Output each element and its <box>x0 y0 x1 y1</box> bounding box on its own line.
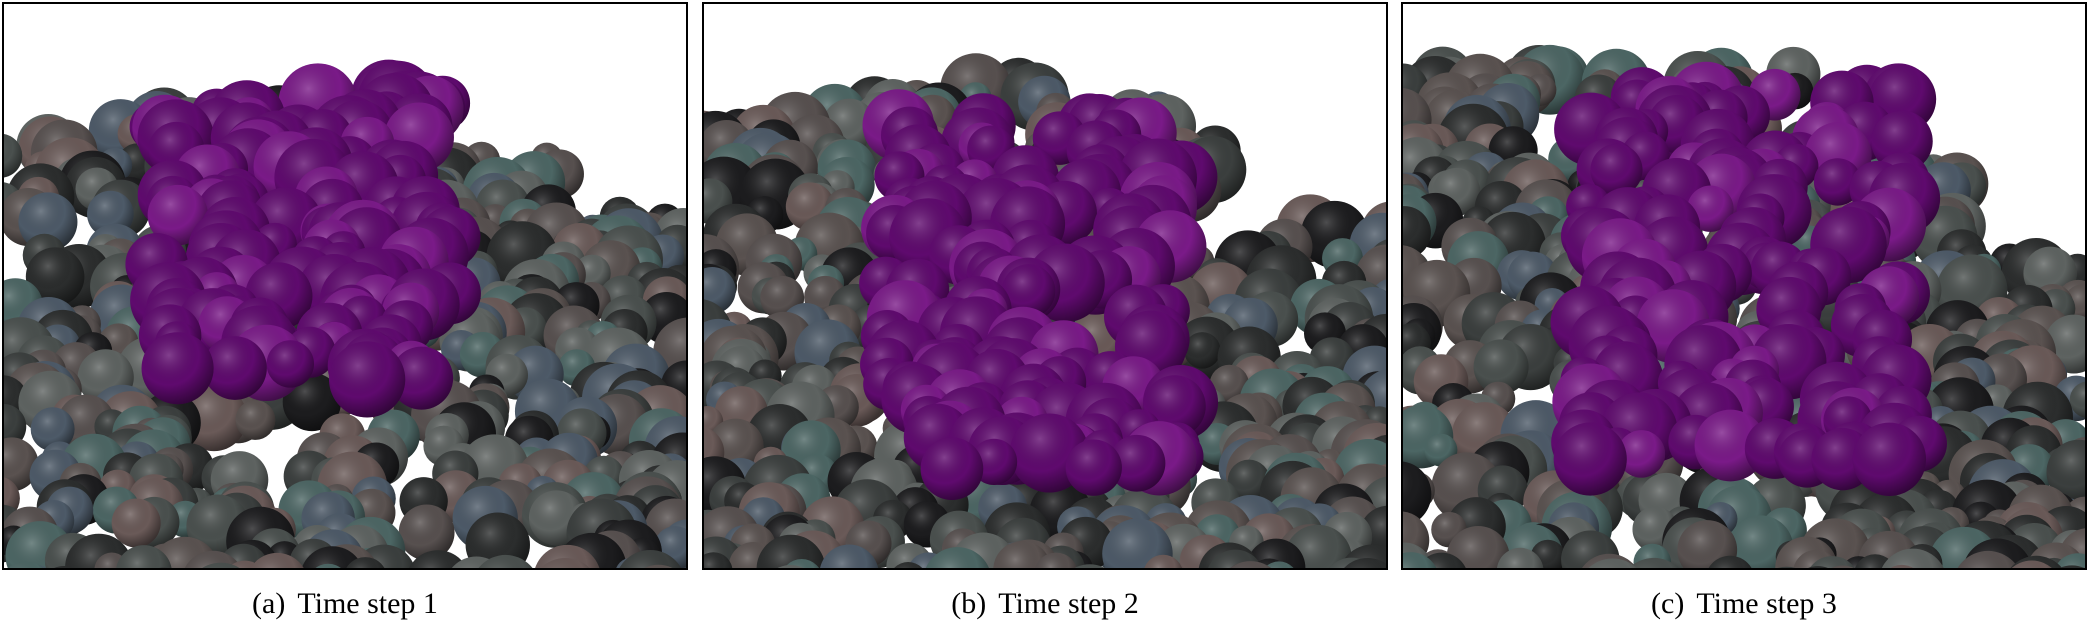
caption-label: (a) <box>252 587 286 620</box>
caption-label: (c) <box>1651 587 1685 620</box>
molecule-image <box>1403 44 2085 568</box>
molecule-render-timestep-1 <box>2 2 688 570</box>
caption-text: Time step 3 <box>1696 587 1837 620</box>
caption-label: (b) <box>951 587 987 620</box>
subfigure-caption-c: (c) Time step 3 <box>1401 586 2087 622</box>
molecule-image <box>4 59 686 568</box>
subfigure-caption-b: (b) Time step 2 <box>702 586 1388 622</box>
molecule-image <box>704 53 1386 568</box>
molecule-render-timestep-2 <box>702 2 1388 570</box>
subfigure-caption-a: (a) Time step 1 <box>2 586 688 622</box>
caption-text: Time step 1 <box>297 587 438 620</box>
caption-text: Time step 2 <box>998 587 1139 620</box>
molecule-render-timestep-3 <box>1401 2 2087 570</box>
